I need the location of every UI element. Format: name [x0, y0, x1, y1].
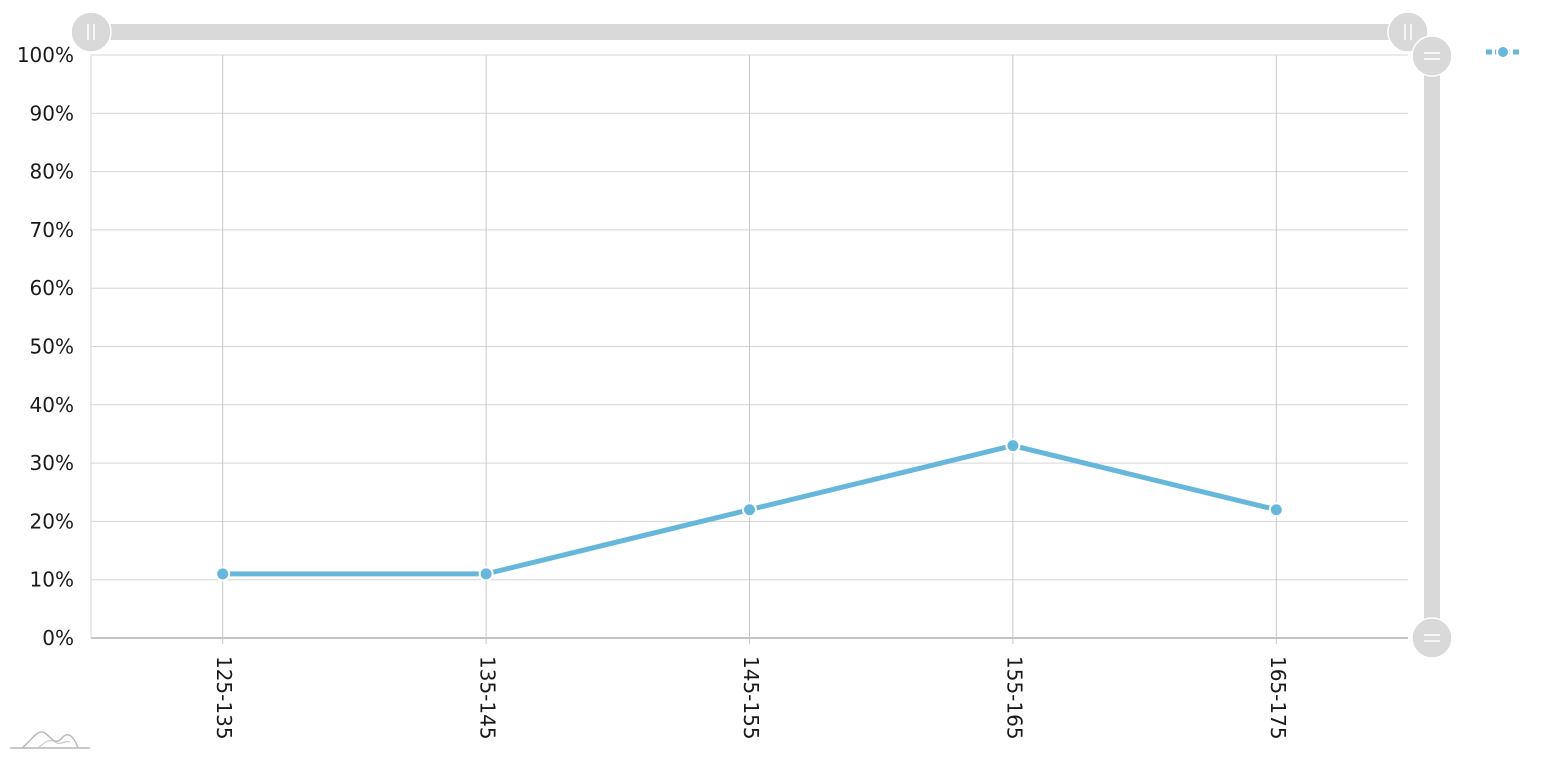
y-tick-label: 40% [30, 393, 74, 417]
y-tick-label: 50% [30, 335, 74, 359]
y-tick-label: 60% [30, 276, 74, 300]
line-marker-icon[interactable] [1486, 45, 1521, 59]
legend[interactable] [1486, 45, 1521, 59]
x-tick-label: 165-175 [1266, 656, 1290, 740]
y-tick-label: 0% [42, 626, 74, 650]
data-point[interactable] [742, 502, 757, 518]
vertical-scrollbar[interactable] [1411, 35, 1453, 659]
y-axis: 0% 10% 20% 30% 40% 50% 60% 70% 80% 90% 100% [17, 43, 74, 650]
x-tick-label: 135-145 [476, 656, 500, 740]
data-point[interactable] [478, 566, 494, 582]
x-tick-label: 125-135 [212, 656, 236, 740]
x-tick-label: 145-155 [739, 656, 763, 740]
chart-logo-icon[interactable] [10, 731, 90, 749]
data-point[interactable] [1005, 438, 1021, 454]
y-tick-label: 100% [17, 43, 74, 67]
y-tick-label: 80% [30, 160, 74, 184]
x-axis: 125-135 135-145 145-155 155-165 165-175 [212, 656, 1290, 740]
grip-horizontal-icon [1424, 634, 1440, 642]
data-point[interactable] [215, 566, 231, 582]
series [215, 438, 1284, 582]
scrollbar-grip-left[interactable] [70, 11, 112, 53]
horizontal-scrollbar-track[interactable] [91, 24, 1408, 40]
data-point[interactable] [1268, 502, 1284, 518]
grip-vertical-icon [87, 24, 95, 40]
grip-horizontal-icon [1424, 52, 1440, 60]
x-tick-label: 155-165 [1002, 656, 1026, 740]
scrollbar-grip-top[interactable] [1411, 35, 1453, 77]
scrollbar-grip-bottom[interactable] [1411, 617, 1453, 659]
y-tick-label: 30% [30, 451, 74, 475]
y-tick-label: 90% [30, 101, 74, 125]
y-tick-label: 70% [30, 218, 74, 242]
y-tick-label: 10% [30, 568, 74, 592]
horizontal-scrollbar[interactable] [70, 11, 1429, 53]
y-tick-label: 20% [30, 509, 74, 533]
grid [90, 54, 1408, 644]
vertical-scrollbar-track[interactable] [1424, 55, 1440, 638]
grip-vertical-icon [1404, 24, 1412, 40]
